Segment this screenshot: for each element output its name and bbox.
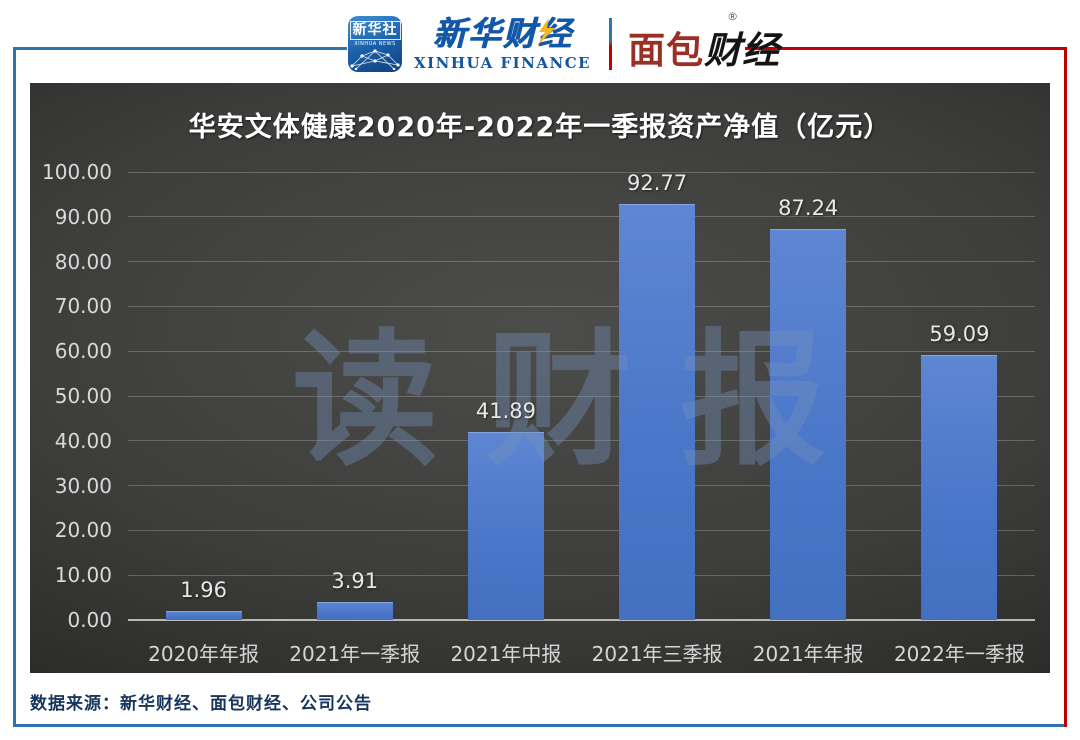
xinhua-news-badge-subtitle: XINHUA NEWS [354,41,396,47]
bar-value-label: 41.89 [475,399,536,424]
header-logos: 新华社 XINHUA NEWS 新华财经 XINHUA FINANCE 面包 [348,8,779,80]
bar-value-label: 59.09 [929,322,990,347]
y-tick-label: 80.00 [54,249,112,274]
logo-separator [609,18,613,70]
bar [467,432,544,620]
chart-title: 华安文体健康2020年-2022年一季报资产净值（亿元） [188,112,892,143]
y-tick-label: 30.00 [54,473,112,498]
bar [619,204,696,620]
bar [316,602,393,620]
frame-top-right-red [745,47,1067,50]
y-tick-label: 0.00 [67,608,112,632]
y-tick-label: 100.00 [42,160,112,184]
frame-top-left-blue [13,47,347,50]
mianbao-caijing-red-text: 面包 [628,29,705,72]
x-category-label: 2022年一季报 [893,642,1025,666]
data-source-note: 数据来源：新华财经、面包财经、公司公告 [30,694,372,714]
xinhua-finance-en: XINHUA FINANCE [414,54,592,72]
y-tick-label: 60.00 [54,339,112,364]
bar-value-label: 1.96 [180,578,227,603]
bar-value-label: 87.24 [778,196,839,221]
x-category-label: 2021年三季报 [591,642,723,666]
chart-panel: 华安文体健康2020年-2022年一季报资产净值（亿元） 0.00 10.00 20… [30,83,1050,673]
x-category-label: 2021年中报 [450,642,562,666]
frame-left-blue [13,47,16,727]
xinhua-finance-cn: 新华财经 [432,14,573,53]
xinhua-finance-logo: 新华财经 XINHUA FINANCE [414,14,592,73]
gridline [128,350,1035,352]
y-tick-label: 90.00 [54,204,112,229]
bar [770,229,847,620]
mianbao-caijing-logo: 面包 财经 ® [628,10,781,74]
bar-value-label: 3.91 [331,569,379,594]
network-globe-icon [350,49,400,70]
gridline [128,574,1035,576]
gridline [128,529,1035,531]
registered-trademark-icon: ® [727,10,739,23]
gridline [128,440,1035,442]
y-tick-label: 50.00 [54,384,112,408]
gridline [128,261,1035,263]
mianbao-caijing-black-text: 财经 [704,29,781,72]
x-axis-line [128,619,1035,621]
bar-value-label: 92.77 [627,171,688,196]
gridline [128,395,1035,397]
frame-bottom-blue [13,724,1067,727]
gridline [128,216,1035,218]
bar [921,355,998,620]
y-tick-label: 20.00 [54,518,112,543]
gridline [128,305,1035,307]
bar [165,611,242,620]
y-tick-label: 70.00 [54,294,112,319]
x-category-label: 2020年年报 [148,642,260,666]
x-category-label: 2021年年报 [752,642,864,666]
xinhua-news-badge-title: 新华社 [349,21,401,40]
x-category-label: 2021年一季报 [289,642,421,666]
frame-right-red [1064,47,1067,727]
y-tick-label: 10.00 [54,563,112,588]
xinhua-news-app-icon: 新华社 XINHUA NEWS [348,16,402,72]
gridline [128,171,1035,173]
y-tick-label: 40.00 [54,428,112,453]
gridline [128,485,1035,487]
